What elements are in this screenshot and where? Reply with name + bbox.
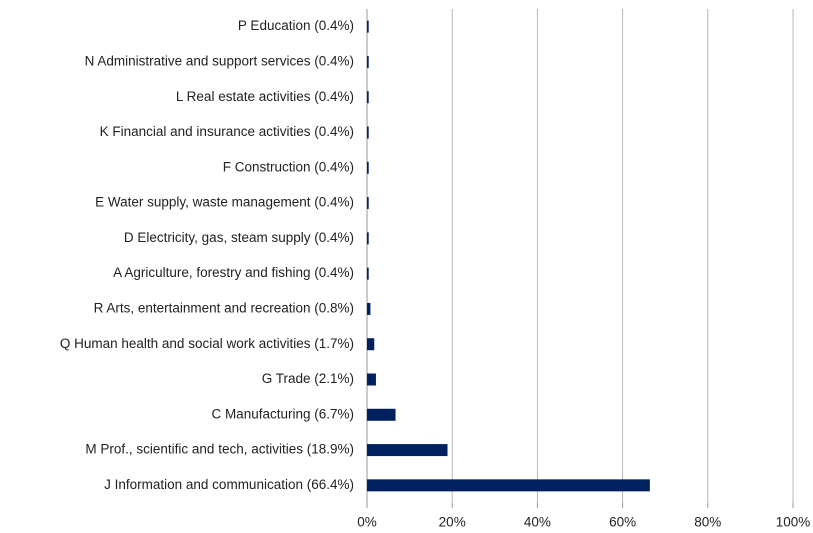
x-tick-label: 60% — [609, 515, 636, 530]
bar — [367, 161, 369, 174]
bar — [367, 91, 369, 104]
bar — [367, 126, 369, 139]
y-tick-label: D Electricity, gas, steam supply (0.4%) — [124, 230, 354, 245]
x-tick-label: 20% — [439, 515, 466, 530]
y-tick-label: L Real estate activities (0.4%) — [176, 89, 354, 104]
y-tick-label: P Education (0.4%) — [238, 18, 354, 33]
y-tick-label: M Prof., scientific and tech, activities… — [85, 442, 354, 457]
y-tick-label: J Information and communication (66.4%) — [104, 477, 354, 492]
x-tick-label: 0% — [357, 515, 377, 530]
y-tick-label: F Construction (0.4%) — [223, 159, 354, 174]
x-tick-label: 40% — [524, 515, 551, 530]
bar — [367, 197, 369, 210]
bar — [367, 232, 369, 245]
bar — [367, 373, 376, 386]
x-tick-label: 100% — [776, 515, 811, 530]
bar — [367, 408, 396, 421]
y-tick-label: Q Human health and social work activitie… — [60, 336, 354, 351]
bar — [367, 267, 369, 280]
y-tick-label: N Administrative and support services (0… — [85, 53, 354, 68]
bar — [367, 20, 369, 33]
x-tick-label: 80% — [694, 515, 721, 530]
bar — [367, 479, 650, 492]
bar — [367, 444, 448, 457]
bar — [367, 55, 369, 68]
y-tick-label: K Financial and insurance activities (0.… — [100, 124, 354, 139]
y-tick-label: C Manufacturing (6.7%) — [211, 406, 354, 421]
bar — [367, 338, 375, 351]
y-tick-label: A Agriculture, forestry and fishing (0.4… — [113, 265, 354, 280]
bar — [367, 302, 371, 315]
y-tick-label: R Arts, entertainment and recreation (0.… — [94, 300, 354, 315]
y-tick-label: E Water supply, waste management (0.4%) — [95, 195, 354, 210]
y-tick-label: G Trade (2.1%) — [262, 371, 354, 386]
